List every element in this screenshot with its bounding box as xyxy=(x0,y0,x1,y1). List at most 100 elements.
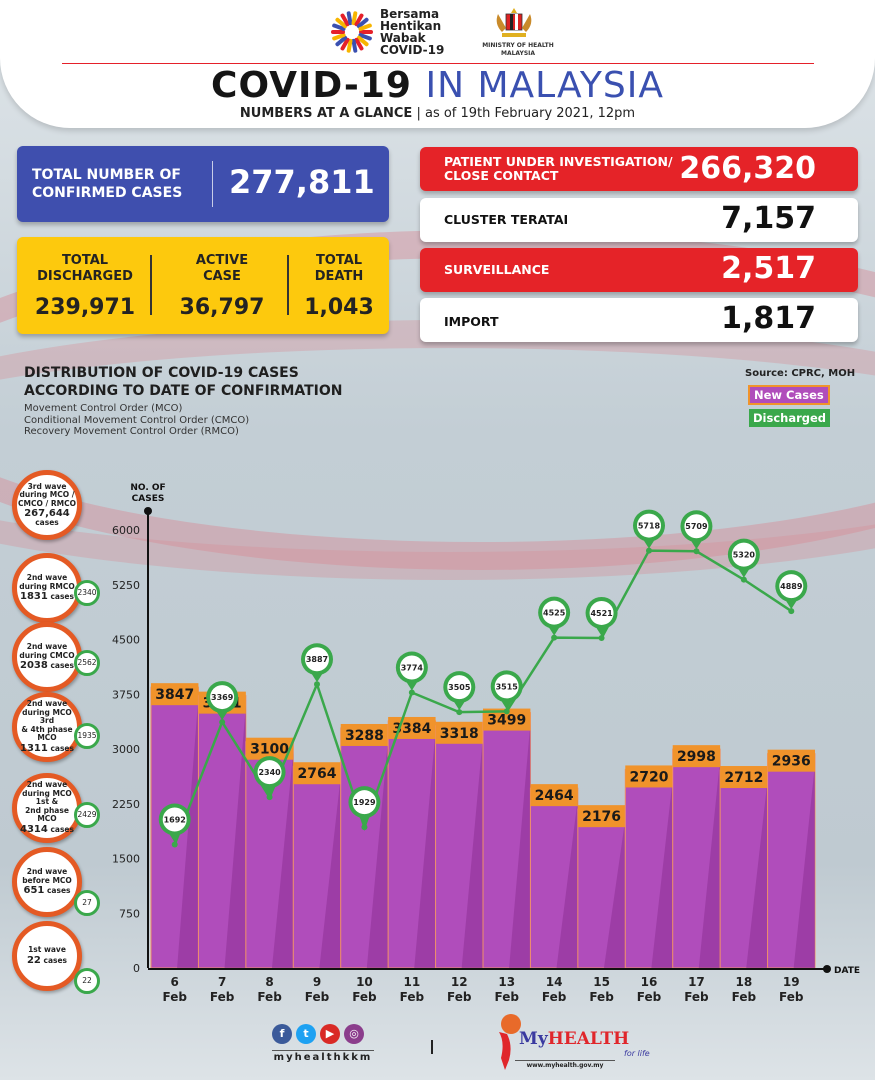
wave-label: 1st wave xyxy=(28,945,66,955)
pin-face xyxy=(542,600,567,625)
bar-label-box xyxy=(151,683,199,706)
wave-label: during MCO 3rd xyxy=(22,707,72,726)
wave-count: 1311 cases xyxy=(20,743,74,754)
wave-cases: 651 xyxy=(23,885,45,896)
wave-label: 2nd wave xyxy=(26,573,68,582)
wave-circle: 2nd wave during RMCO 1831 cases xyxy=(12,553,82,623)
logo-ray xyxy=(335,17,348,29)
social-handle[interactable]: myhealthkkm xyxy=(272,1050,374,1063)
logo-ray xyxy=(340,37,350,51)
wave-cases: 1311 xyxy=(20,742,48,754)
discharged-value-label: 5320 xyxy=(733,551,756,560)
twitter-icon[interactable]: t xyxy=(296,1024,316,1044)
x-tick-label: Feb xyxy=(637,990,662,1004)
logo-line: Bersama xyxy=(380,7,440,21)
x-tick-label: 18 xyxy=(736,975,753,989)
wave-label: 2nd wave xyxy=(26,699,68,709)
logo-ray xyxy=(346,38,353,53)
wave-circle: 1st wave 22 cases xyxy=(12,921,82,991)
discharged-point xyxy=(788,608,795,615)
x-tick-label: Feb xyxy=(494,990,519,1004)
discharged-value-label: 2340 xyxy=(258,768,281,777)
facebook-icon[interactable]: f xyxy=(272,1024,292,1044)
bar-shade xyxy=(366,737,389,968)
instagram-icon[interactable]: ◎ xyxy=(344,1024,364,1044)
discharged-point xyxy=(551,634,558,641)
bar-value-label: 3100 xyxy=(250,742,289,758)
myhealth-url[interactable]: www.myhealth.gov.my xyxy=(515,1060,615,1071)
discharged-point xyxy=(740,576,747,583)
confirmed-value: 277,811 xyxy=(229,163,375,201)
bar-value-label: 2936 xyxy=(772,754,811,770)
x-tick-label: Feb xyxy=(257,990,282,1004)
y-tick-label: 3000 xyxy=(112,743,140,756)
x-tick-label: 16 xyxy=(641,975,658,989)
x-axis-title: DATE xyxy=(834,966,860,976)
wave-cases: 22 xyxy=(26,954,41,966)
youtube-icon[interactable]: ▶ xyxy=(320,1024,340,1044)
bar-shade xyxy=(603,819,626,968)
discharged-point xyxy=(456,709,463,716)
logo-ray xyxy=(358,23,372,31)
label-line: TOTAL NUMBER OF xyxy=(32,167,181,183)
note-line: Conditional Movement Control Order (CMCO… xyxy=(24,414,250,426)
discharged-value-label: 3505 xyxy=(448,683,471,692)
campaign-logo-text: Bersama Hentikan Wabak COVID-19 xyxy=(380,8,444,56)
category-label: PATIENT UNDER INVESTIGATION/CLOSE CONTAC… xyxy=(444,155,673,183)
pin-face xyxy=(305,647,329,672)
pin-face xyxy=(257,760,282,785)
logo-ray xyxy=(351,38,358,53)
discharged-point xyxy=(171,841,178,848)
subtitle-date: as of 19th February 2021, 12pm xyxy=(424,106,636,121)
category-label: IMPORT xyxy=(444,314,499,329)
pin-face xyxy=(589,600,614,625)
bar-shade xyxy=(698,759,721,968)
wave-unit: cases xyxy=(47,743,74,753)
wave-count: 22 cases xyxy=(27,955,67,966)
discharged-stat: TOTAL DISCHARGED 239,971 xyxy=(25,253,145,321)
wave-unit: cases xyxy=(47,824,74,834)
label-line: DEATH xyxy=(314,269,364,284)
bar-shade xyxy=(793,763,815,968)
pin-face xyxy=(352,790,377,815)
x-tick-label: Feb xyxy=(684,990,709,1004)
bar-value-label: 3499 xyxy=(487,713,526,729)
discharged-point xyxy=(503,708,510,715)
y-tick-label: 750 xyxy=(119,907,140,920)
wave-unit: cases xyxy=(47,592,74,601)
x-tick-label: Feb xyxy=(162,990,187,1004)
discharged-value-label: 5709 xyxy=(685,522,708,531)
discharged-value-label: 4889 xyxy=(780,582,803,591)
wave-cases: 267,644 xyxy=(24,508,70,519)
x-tick-label: Feb xyxy=(589,990,614,1004)
bar-shade xyxy=(556,798,578,968)
brand-health: HEALTH xyxy=(547,1029,630,1049)
legend-new-cases: New Cases xyxy=(748,385,830,405)
bar-label-box xyxy=(767,749,815,772)
x-tick-label: Feb xyxy=(352,990,377,1004)
note-line: Movement Control Order (MCO) xyxy=(24,403,183,414)
discharged-point xyxy=(219,719,226,726)
divider xyxy=(431,1040,433,1054)
wave-unit: cases xyxy=(40,955,68,965)
logo-ray xyxy=(346,11,353,26)
discharged-line-group: 1692 3369 2340 3887 1929 3774 3505 3515 4525 4521… xyxy=(158,509,808,848)
category-label: SURVEILLANCE xyxy=(444,262,550,277)
wave-label: during CMCO xyxy=(19,650,75,660)
bar-value-label: 2998 xyxy=(677,749,716,765)
wave-cases: 2038 xyxy=(20,660,48,671)
wave-circle: 2nd wave before MCO 651 cases xyxy=(12,847,82,917)
wave-discharged-badge: 1935 xyxy=(74,723,100,749)
pin-face xyxy=(494,674,519,699)
y-tick-label: 6000 xyxy=(112,524,140,537)
label-line: CLOSE CONTACT xyxy=(444,168,559,183)
discharged-point xyxy=(266,794,273,801)
x-tick-label: Feb xyxy=(447,990,472,1004)
wave-count: 2038 cases xyxy=(20,660,74,671)
bar-shade xyxy=(271,751,294,968)
discharged-value-label: 4521 xyxy=(590,609,613,618)
discharged-point xyxy=(314,681,320,688)
pin-face xyxy=(210,685,235,710)
category-value: 2,517 xyxy=(721,251,816,286)
